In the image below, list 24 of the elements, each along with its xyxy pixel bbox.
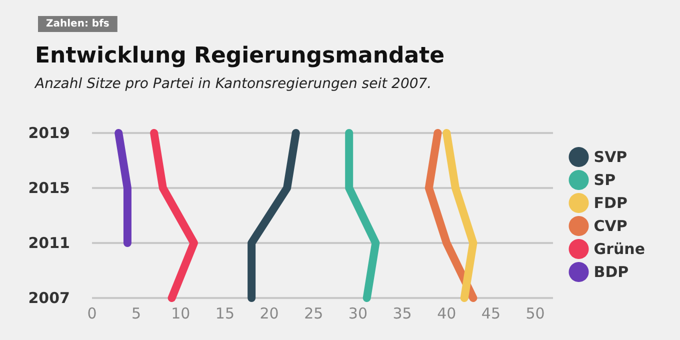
x-tick-label: 45	[481, 304, 500, 322]
x-tick-label: 10	[171, 304, 190, 322]
legend-label: Grüne	[594, 240, 646, 258]
legend-label: FDP	[594, 194, 628, 212]
x-tick-label: 40	[437, 304, 456, 322]
x-tick-label: 30	[348, 304, 368, 322]
x-tick-label: 50	[526, 304, 545, 322]
x-tick-label: 25	[304, 304, 324, 322]
legend-label: CVP	[594, 217, 628, 235]
legend-label: BDP	[594, 263, 629, 281]
y-tick-label: 2015	[28, 179, 70, 197]
y-tick-label: 2007	[28, 289, 70, 307]
chart-subtitle: Anzahl Sitze pro Partei in Kantonsregierungen seit 2007.	[34, 76, 432, 92]
x-tick-label: 35	[392, 304, 412, 322]
x-tick-label: 20	[260, 304, 279, 322]
x-tick-label: 15	[215, 304, 235, 322]
legend-label: SVP	[594, 148, 628, 166]
y-tick-label: 2011	[28, 234, 70, 252]
x-tick-label: 0	[87, 304, 97, 322]
y-tick-label: 2019	[28, 124, 70, 142]
x-tick-label: 5	[132, 304, 142, 322]
text: Zahlen: bfs	[46, 18, 110, 30]
legend-label: SP	[594, 171, 616, 189]
chart-title: Entwicklung Regierungsmandate	[35, 44, 445, 68]
